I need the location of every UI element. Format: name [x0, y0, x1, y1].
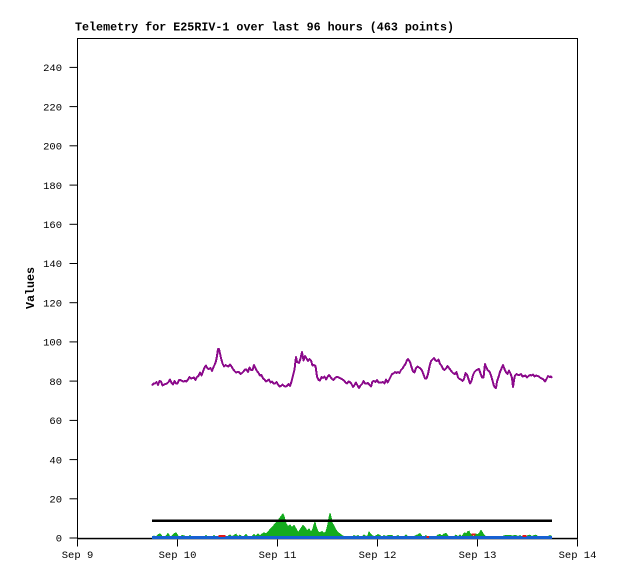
svg-text:200: 200 [43, 142, 62, 154]
svg-text:20: 20 [49, 495, 62, 507]
svg-text:100: 100 [43, 338, 62, 350]
svg-text:Sep 10: Sep 10 [159, 550, 197, 562]
svg-text:0: 0 [56, 534, 62, 546]
svg-text:160: 160 [43, 220, 62, 232]
svg-text:140: 140 [43, 259, 62, 271]
svg-text:220: 220 [43, 102, 62, 114]
svg-text:Sep 9: Sep 9 [62, 550, 94, 562]
svg-text:Sep 11: Sep 11 [259, 550, 297, 562]
svg-text:Telemetry for E25RIV-1 over la: Telemetry for E25RIV-1 over last 96 hour… [75, 21, 454, 35]
svg-text:Sep 12: Sep 12 [359, 550, 397, 562]
svg-text:Sep 13: Sep 13 [459, 550, 497, 562]
svg-text:60: 60 [49, 416, 62, 428]
svg-text:120: 120 [43, 298, 62, 310]
svg-text:180: 180 [43, 181, 62, 193]
svg-text:240: 240 [43, 63, 62, 75]
svg-text:40: 40 [49, 455, 62, 467]
svg-text:Values: Values [24, 267, 38, 309]
svg-text:80: 80 [49, 377, 62, 389]
svg-text:Sep 14: Sep 14 [559, 550, 597, 562]
